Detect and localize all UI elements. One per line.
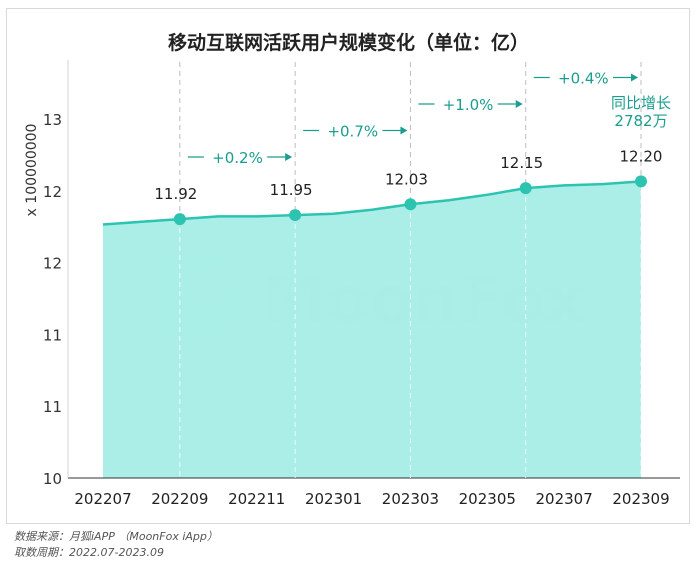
area-fill <box>103 181 641 478</box>
series-line <box>102 180 642 226</box>
x-tick-label: 202309 <box>612 490 669 508</box>
data-point <box>173 213 186 226</box>
growth-label: +0.7% <box>327 123 378 141</box>
data-label: 12.20 <box>620 147 663 165</box>
data-label: 11.95 <box>270 181 313 199</box>
data-point <box>404 198 417 211</box>
footer-period: 取数周期：2022.07-2023.09 <box>14 546 164 559</box>
data-point <box>635 175 647 188</box>
arrow-right-icon <box>400 126 408 135</box>
x-tick-label: 202209 <box>151 490 208 508</box>
y-tick-label: 12 <box>43 255 62 273</box>
data-point <box>519 182 532 195</box>
x-tick-label: 202301 <box>305 490 362 508</box>
data-label: 11.92 <box>154 185 197 203</box>
arrow-right-icon <box>631 73 638 82</box>
growth-label: +0.4% <box>558 70 609 88</box>
yoy-note-value: 2782万 <box>614 112 667 130</box>
x-tick-label: 202207 <box>74 490 131 508</box>
y-axis-label: x 100000000 <box>24 124 40 217</box>
x-tick-label: 202307 <box>536 490 593 508</box>
data-point <box>289 209 302 222</box>
growth-label: +0.2% <box>212 149 263 167</box>
y-tick-label: 13 <box>43 111 62 129</box>
data-label: 12.15 <box>500 154 543 172</box>
x-tick-label: 202303 <box>382 490 439 508</box>
y-tick-label: 12 <box>43 183 62 201</box>
arrow-right-icon <box>515 100 523 108</box>
chart-title: 移动互联网活跃用户规模变化（单位：亿） <box>167 32 529 54</box>
y-tick-label: 11 <box>43 326 62 344</box>
yoy-note-title: 同比增长 <box>611 94 671 112</box>
growth-label: +1.0% <box>443 96 494 114</box>
x-tick-label: 202211 <box>228 490 285 508</box>
x-tick-label: 202305 <box>459 490 516 508</box>
y-tick-label: 10 <box>43 470 62 488</box>
footer-source: 数据来源：月狐iAPP （MoonFox iApp） <box>14 530 218 543</box>
data-label: 12.03 <box>385 170 428 188</box>
y-tick-label: 11 <box>43 398 62 416</box>
arrow-right-icon <box>285 153 293 161</box>
